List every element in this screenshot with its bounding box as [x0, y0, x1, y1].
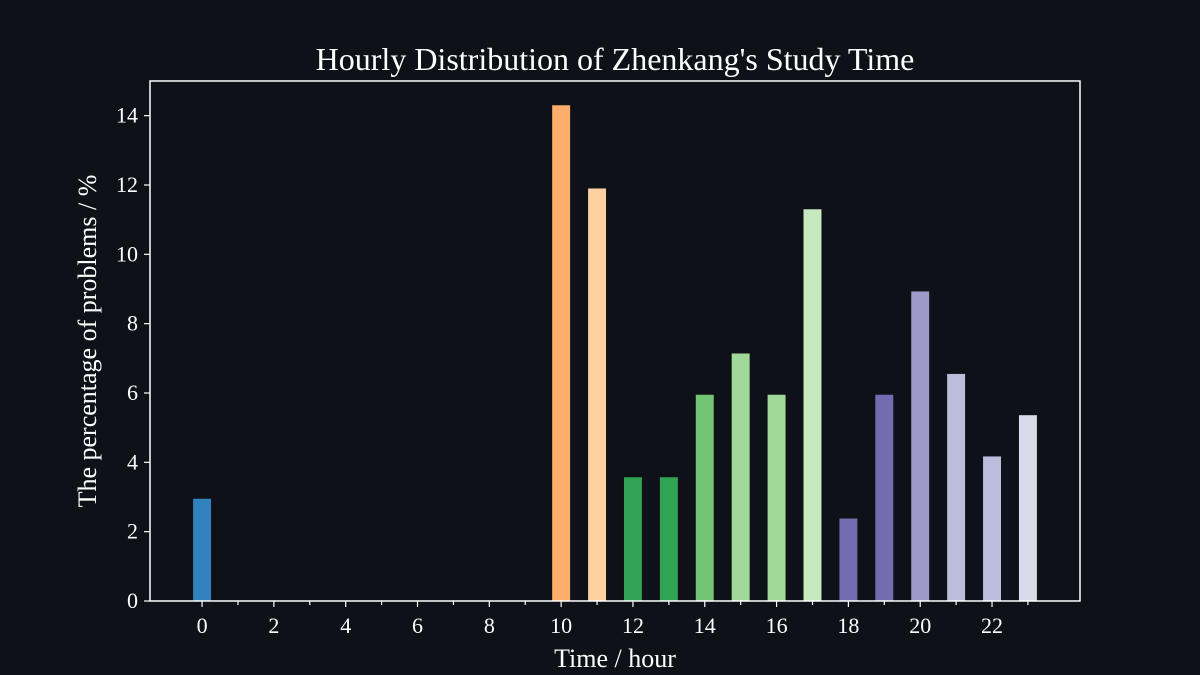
y-tick-label: 10: [116, 241, 138, 266]
bar-hour-15: [731, 353, 750, 601]
x-tick-label: 22: [981, 613, 1003, 638]
bar-hour-0: [193, 498, 212, 601]
y-tick-label: 14: [116, 103, 138, 128]
bars-group: [193, 105, 1037, 602]
plot-frame: [149, 80, 1081, 602]
x-tick-label: 0: [197, 613, 208, 638]
x-tick-label: 4: [340, 613, 351, 638]
bar-hour-18: [839, 518, 858, 601]
bar-hour-19: [875, 394, 894, 601]
x-tick-label: 12: [622, 613, 644, 638]
bar-hour-14: [695, 394, 714, 601]
chart-title: Hourly Distribution of Zhenkang's Study …: [316, 41, 915, 77]
x-tick-label: 20: [909, 613, 931, 638]
bar-hour-11: [588, 188, 607, 601]
x-axis-label: Time / hour: [554, 644, 676, 673]
x-tick-label: 14: [694, 613, 716, 638]
y-tick-label: 6: [127, 380, 138, 405]
y-tick-label: 2: [127, 519, 138, 544]
bar-hour-16: [767, 394, 786, 601]
bar-hour-10: [552, 105, 571, 602]
x-tick-label: 18: [837, 613, 859, 638]
x-tick-label: 10: [550, 613, 572, 638]
bar-hour-22: [983, 456, 1002, 601]
x-tick-label: 6: [412, 613, 423, 638]
y-ticks-group: 0 2 4 6 8 10 12 14: [116, 103, 150, 613]
x-tick-label: 16: [766, 613, 788, 638]
bar-hour-20: [911, 291, 930, 601]
bar-hour-21: [947, 373, 966, 601]
x-tick-label: 2: [268, 613, 279, 638]
x-ticks-group: 0 2 4 6 8 10 12 14 16 18 20 22: [197, 601, 1029, 638]
y-tick-label: 8: [127, 311, 138, 336]
bar-hour-23: [1018, 415, 1037, 601]
x-tick-label: 8: [484, 613, 495, 638]
y-tick-label: 0: [127, 588, 138, 613]
bar-hour-13: [659, 477, 678, 601]
y-tick-label: 4: [127, 449, 138, 474]
bar-hour-17: [803, 209, 822, 601]
y-tick-label: 12: [116, 172, 138, 197]
bar-hour-12: [623, 477, 642, 601]
y-axis-label: The percentage of problems / %: [73, 175, 102, 508]
